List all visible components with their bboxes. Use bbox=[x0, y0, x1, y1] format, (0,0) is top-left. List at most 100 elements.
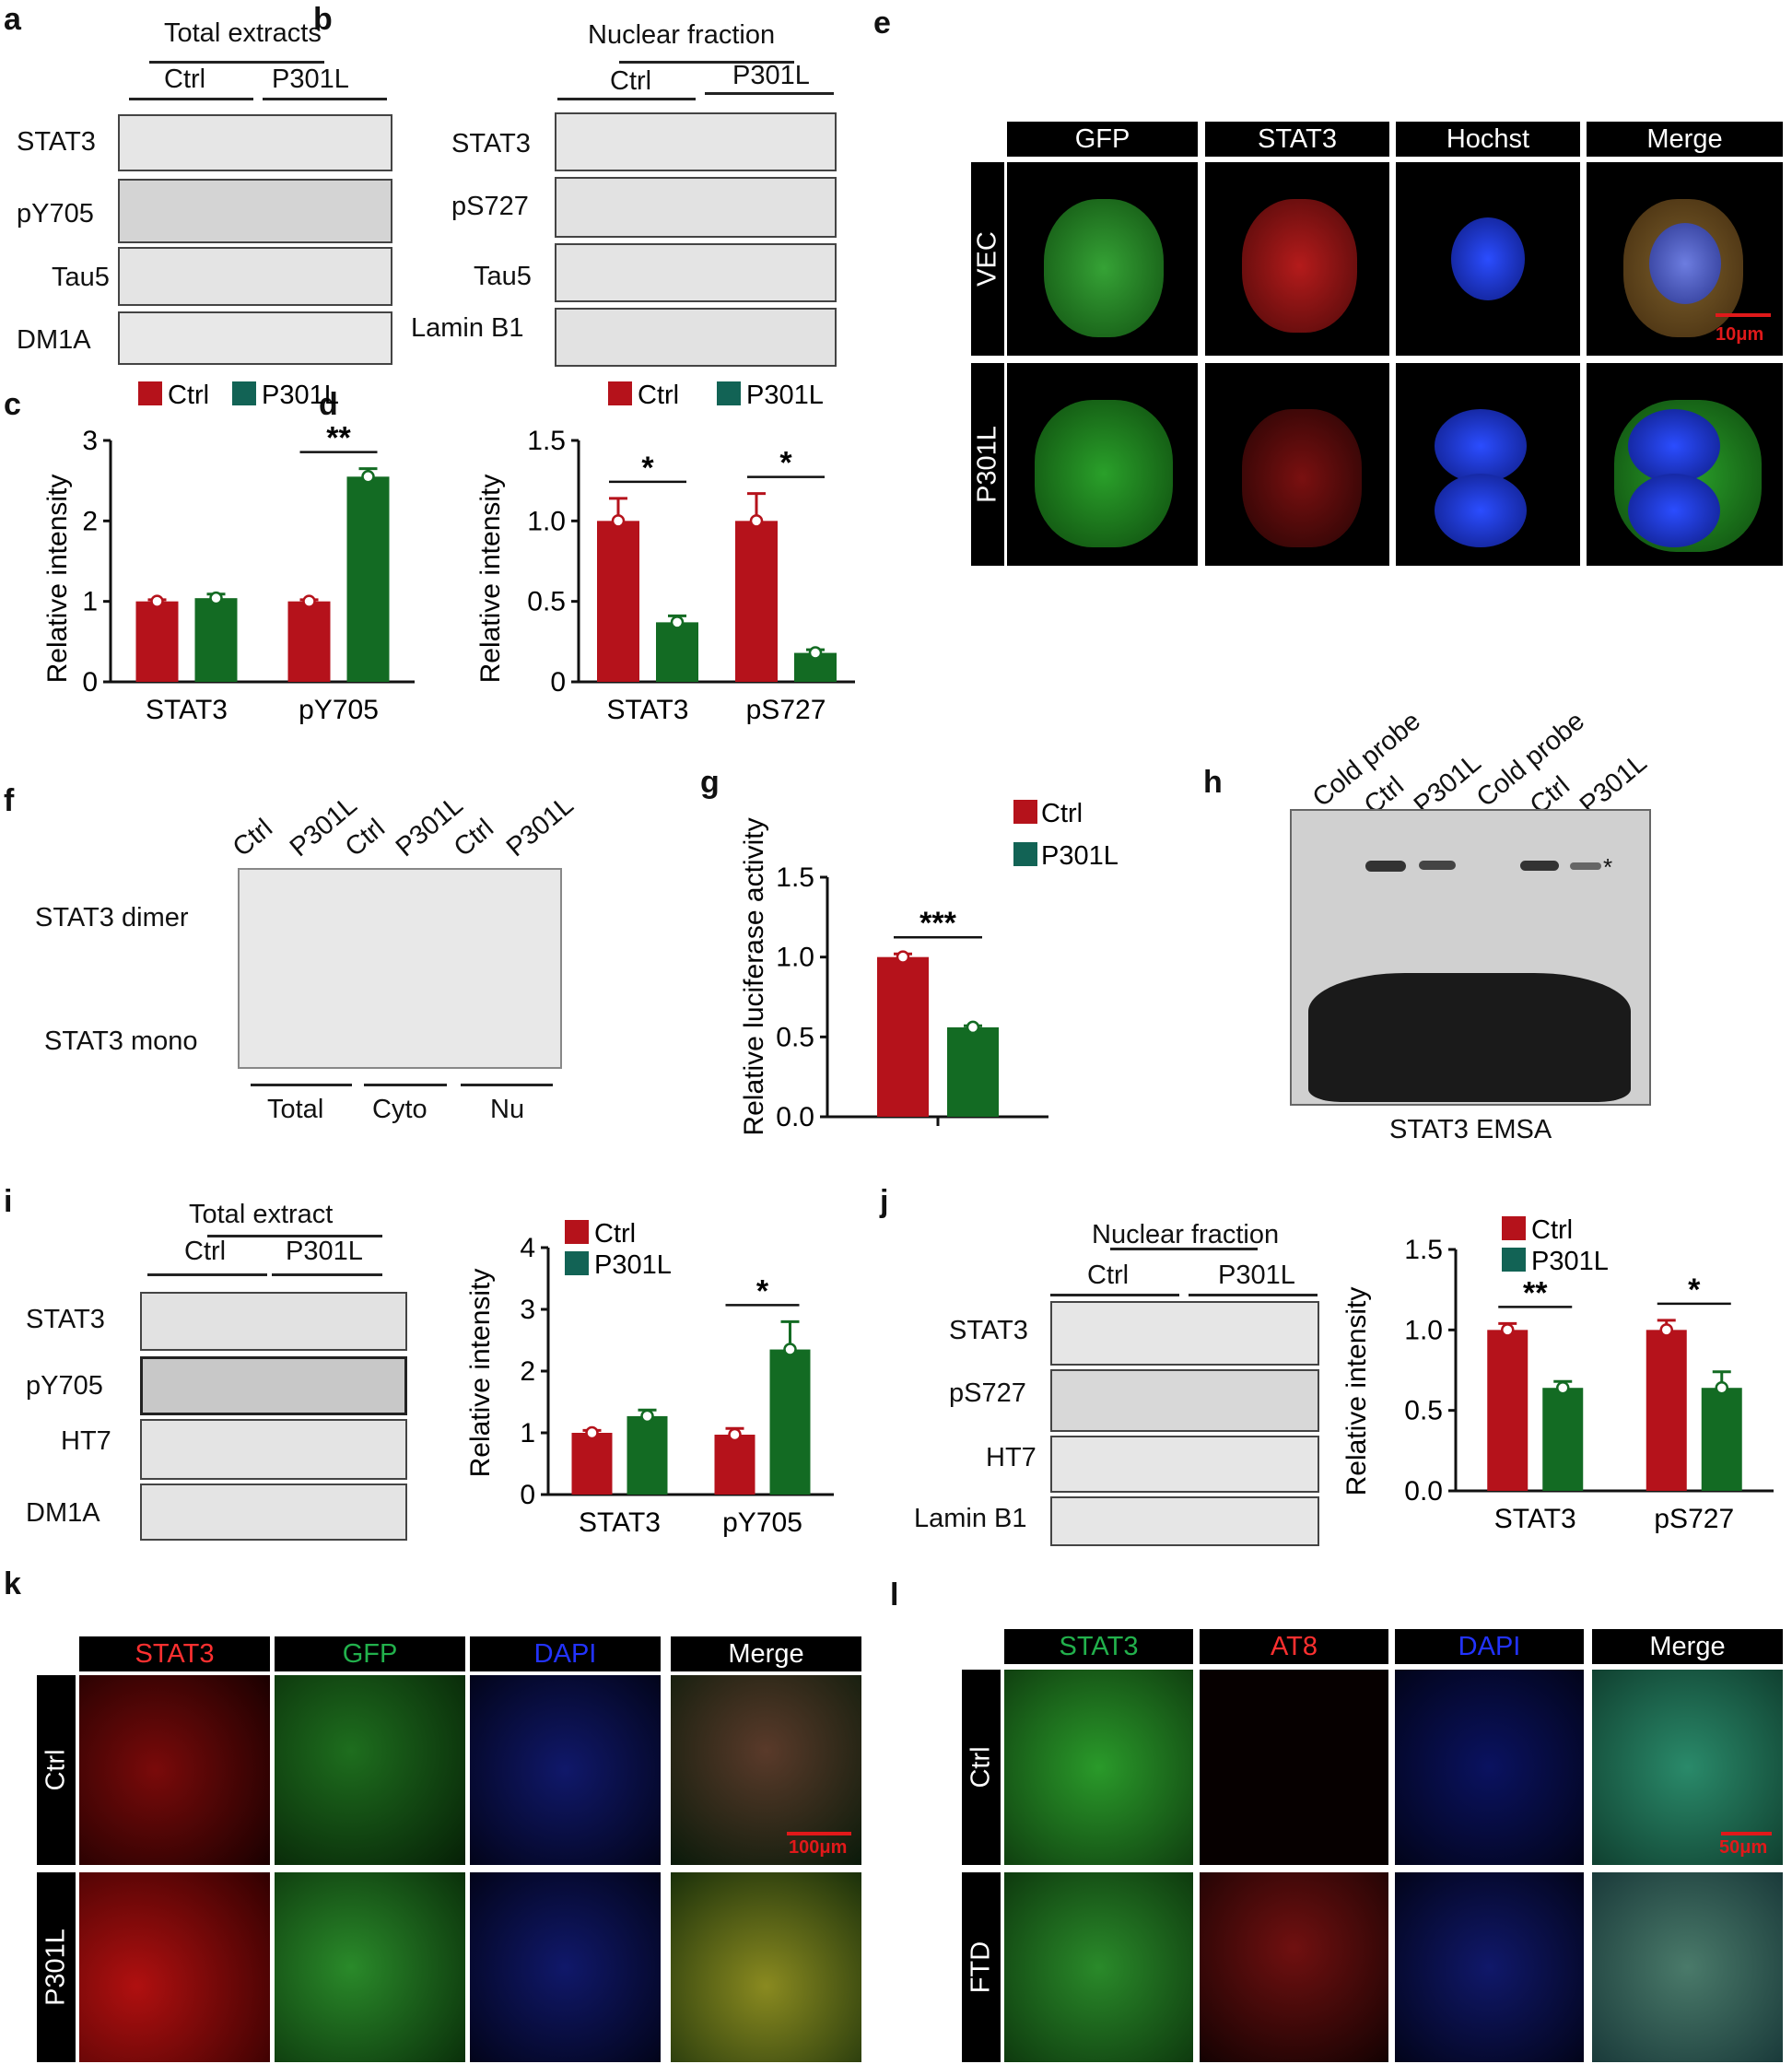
chart-d: Ctrl P301L 0 0.5 1.0 1.5 STAT3 * pS727 * Relati… bbox=[475, 381, 855, 725]
blot-i-ht7 bbox=[140, 1419, 407, 1480]
y-axis-label: Relative intensity bbox=[475, 475, 506, 684]
legend-label-ctrl: Ctrl bbox=[1531, 1215, 1573, 1245]
legend-swatch-p301l bbox=[232, 381, 256, 405]
legend-label-p301l: P301L bbox=[746, 381, 824, 410]
group-label: Cyto bbox=[372, 1095, 428, 1124]
x-tick-label: STAT3 bbox=[607, 695, 689, 725]
bar-ctrl bbox=[1646, 1330, 1687, 1491]
chart-i: Ctrl P301L 0 1 2 3 4 STAT3 pY705 * Relative int… bbox=[465, 1219, 834, 1538]
panel-j-row-label: STAT3 bbox=[949, 1316, 1028, 1345]
blot-b-stat3 bbox=[555, 112, 837, 171]
bar-ctrl bbox=[287, 601, 331, 682]
legend-label-p301l: P301L bbox=[262, 381, 339, 410]
panel-j-ctrl-label: Ctrl bbox=[1087, 1261, 1130, 1290]
micrograph-k-p301l-gfp bbox=[275, 1872, 465, 2062]
micrograph-k-p301l-dapi bbox=[470, 1872, 661, 2062]
panel-i-row-label: HT7 bbox=[61, 1426, 111, 1456]
panel-k-col-header: DAPI bbox=[470, 1636, 661, 1671]
panel-l-row-label: Ctrl bbox=[962, 1670, 1001, 1865]
micrograph-l-ftd-stat3 bbox=[1004, 1872, 1193, 2062]
emsa-gel bbox=[1290, 809, 1651, 1106]
panel-k-row-label: P301L bbox=[37, 1872, 76, 2062]
y-axis-label: Relative intensity bbox=[1341, 1287, 1372, 1496]
y-tick-label: 1.0 bbox=[1404, 1315, 1443, 1345]
data-point bbox=[361, 470, 375, 484]
y-tick-label: 1.5 bbox=[527, 426, 566, 456]
data-point bbox=[611, 514, 626, 528]
x-tick-label: pS727 bbox=[746, 695, 826, 725]
data-point bbox=[1501, 1323, 1515, 1337]
panel-l-row-label: FTD bbox=[962, 1872, 1001, 2062]
y-tick-label: 0.5 bbox=[527, 587, 566, 617]
micrograph-k-ctrl-gfp bbox=[275, 1675, 465, 1865]
scale-bar-label: 10μm bbox=[1716, 324, 1764, 345]
panel-a-row-label: STAT3 bbox=[17, 127, 96, 157]
blot-i-py705 bbox=[140, 1356, 407, 1415]
panel-a-ctrl-label: Ctrl bbox=[164, 64, 206, 94]
bar-p301l bbox=[627, 1415, 668, 1495]
legend-swatch-ctrl bbox=[1013, 800, 1037, 824]
bar-p301l bbox=[769, 1349, 811, 1495]
x-tick-label: pS727 bbox=[1654, 1504, 1734, 1534]
chart-g: Ctrl P301L 0.0 0.5 1.0 1.5 *** Relative luci… bbox=[739, 799, 1119, 1136]
y-tick-label: 3 bbox=[82, 426, 98, 456]
panel-label-g: g bbox=[700, 765, 720, 800]
micrograph-e-p301l-stat3 bbox=[1205, 363, 1389, 566]
legend-swatch-ctrl bbox=[565, 1220, 589, 1244]
y-tick-label: 0.0 bbox=[1404, 1476, 1443, 1507]
x-tick-label: pY705 bbox=[722, 1507, 802, 1538]
panel-i-row-label: DM1A bbox=[26, 1498, 100, 1528]
blot-j-laminb1 bbox=[1050, 1496, 1319, 1546]
data-point bbox=[585, 1425, 599, 1440]
y-tick-label: 4 bbox=[520, 1233, 535, 1263]
legend-swatch-p301l bbox=[717, 381, 741, 405]
lane-label: P301L bbox=[500, 790, 580, 863]
legend-swatch-p301l bbox=[565, 1251, 589, 1275]
y-tick-label: 1.5 bbox=[776, 862, 814, 893]
micrograph-k-ctrl-stat3 bbox=[79, 1675, 270, 1865]
y-tick-label: 3 bbox=[520, 1295, 535, 1325]
bar-ctrl bbox=[877, 956, 929, 1117]
data-point bbox=[808, 646, 823, 660]
y-tick-label: 2 bbox=[82, 506, 98, 536]
significance-mark: * bbox=[779, 446, 792, 481]
panel-e-col-header: Hochst bbox=[1396, 122, 1580, 157]
blot-a-dm1a bbox=[118, 311, 392, 365]
panel-b-row-label: Tau5 bbox=[474, 262, 532, 291]
bar-ctrl bbox=[1487, 1330, 1528, 1491]
scale-bar-label: 100μm bbox=[789, 1837, 848, 1858]
micrograph-e-p301l-merge bbox=[1587, 363, 1783, 566]
x-tick-label: STAT3 bbox=[146, 695, 228, 725]
panel-l-col-header: DAPI bbox=[1395, 1629, 1584, 1664]
scale-bar bbox=[787, 1832, 851, 1835]
panel-e-col-header: STAT3 bbox=[1205, 122, 1389, 157]
micrograph-e-p301l-hochst bbox=[1396, 363, 1580, 566]
significance-mark: * bbox=[756, 1273, 769, 1308]
bar-p301l bbox=[1701, 1388, 1742, 1491]
y-tick-label: 1.0 bbox=[776, 943, 814, 973]
panel-k-col-header: GFP bbox=[275, 1636, 465, 1671]
chart-c: Ctrl P301L 0 1 2 3 STAT3 pY705 ** Relative int… bbox=[42, 381, 415, 725]
lane-label: P301L bbox=[390, 790, 469, 863]
blot-a-py705 bbox=[118, 179, 392, 243]
legend-swatch-p301l bbox=[1013, 842, 1037, 866]
group-label: Total bbox=[267, 1095, 324, 1124]
bar-ctrl bbox=[714, 1435, 755, 1495]
legend-label-ctrl: Ctrl bbox=[168, 381, 209, 410]
micrograph-k-p301l-stat3 bbox=[79, 1872, 270, 2062]
legend-label-ctrl: Ctrl bbox=[1041, 799, 1083, 828]
lane-label: Ctrl bbox=[227, 813, 278, 863]
panel-b-row-label: STAT3 bbox=[451, 129, 531, 158]
blot-j-stat3 bbox=[1050, 1301, 1319, 1366]
panel-j-p301l-label: P301L bbox=[1218, 1261, 1295, 1290]
panel-a-row-label: pY705 bbox=[17, 199, 94, 229]
x-tick-label: pY705 bbox=[299, 695, 379, 725]
emsa-caption: STAT3 EMSA bbox=[1389, 1115, 1552, 1144]
x-tick-label: STAT3 bbox=[1494, 1504, 1576, 1534]
panel-label-a: a bbox=[4, 2, 21, 37]
y-tick-label: 2 bbox=[520, 1356, 535, 1387]
y-axis-label: Relative intensity bbox=[465, 1269, 496, 1478]
panel-j-title: Nuclear fraction bbox=[1092, 1220, 1280, 1249]
group-label: Nu bbox=[490, 1095, 525, 1124]
micrograph-k-ctrl-dapi bbox=[470, 1675, 661, 1865]
